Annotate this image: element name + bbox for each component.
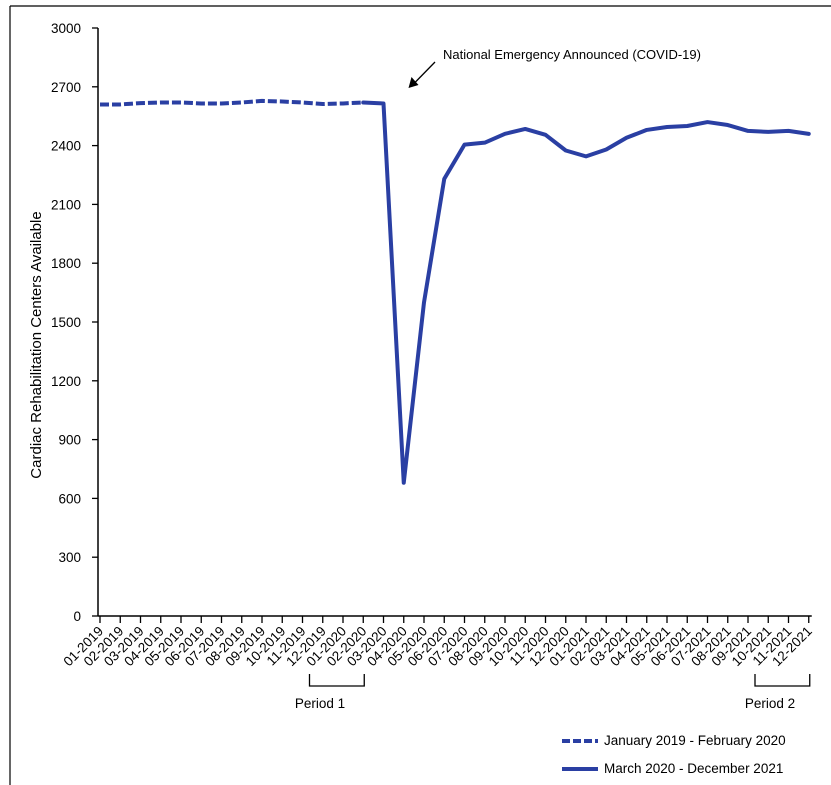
period-label-2: Period 2 (745, 696, 795, 711)
y-axis-title: Cardiac Rehabilitation Centers Available (28, 211, 45, 478)
annotation-text: National Emergency Announced (COVID-19) (443, 47, 701, 62)
y-tick-label: 600 (58, 491, 81, 506)
y-tick-label: 300 (58, 550, 81, 565)
y-tick-label: 1500 (51, 315, 81, 330)
y-tick-label: 2100 (51, 197, 81, 212)
legend: January 2019 - February 2020 March 2020 … (562, 733, 786, 776)
period-label-1: Period 1 (295, 696, 345, 711)
period-layer: Period 1 Period 2 (295, 674, 811, 711)
legend-label-solid: March 2020 - December 2021 (604, 761, 783, 776)
annotation-arrow-head (408, 77, 419, 88)
series-line-solid (361, 100, 811, 485)
y-tick-label: 2400 (51, 139, 81, 154)
y-tick-label: 1200 (51, 374, 81, 389)
legend-label-dashed: January 2019 - February 2020 (604, 733, 786, 748)
y-tick-label: 0 (73, 609, 81, 624)
chart-frame (9, 5, 831, 785)
y-tick-label: 1800 (51, 256, 81, 271)
y-tick-label: 3000 (51, 21, 81, 36)
axes: 0300600900120015001800210024002700300001… (51, 21, 815, 669)
annotation-layer: National Emergency Announced (COVID-19) (408, 47, 701, 88)
period-bracket-2 (754, 674, 811, 687)
series-line-dashed (100, 98, 364, 107)
y-tick-label: 900 (58, 433, 81, 448)
annotation-arrow-line (414, 61, 436, 84)
period-bracket-1 (308, 674, 365, 687)
y-tick-label: 2700 (51, 80, 81, 95)
series-layer (100, 98, 811, 485)
